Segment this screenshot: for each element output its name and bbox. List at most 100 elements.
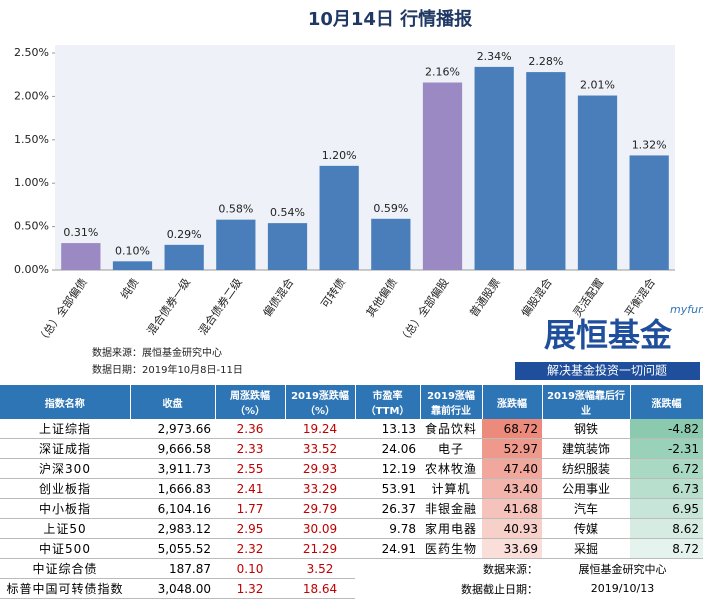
header-cell: 周涨跌幅（%）: [215, 385, 286, 419]
y-tick-label: 0.50%: [14, 220, 49, 233]
header-cell: 2019涨幅靠后行业: [542, 385, 631, 419]
bar: [629, 155, 669, 270]
table-cell: -4.82: [630, 419, 703, 439]
table-cell: 中证综合债: [0, 558, 130, 579]
table-cell: 采掘: [542, 538, 630, 559]
table-cell: 标普中国可转债指数: [0, 578, 130, 599]
table-cell: 24.91: [355, 538, 420, 559]
header-cell: 市盈率（TTM）: [355, 385, 421, 419]
table-cell: 电子: [420, 438, 482, 459]
table-cell: 2.41: [215, 478, 285, 499]
table-cell: 2.95: [215, 518, 285, 539]
table-cell: 33.52: [285, 438, 355, 459]
table-cell: 13.13: [355, 419, 420, 439]
table-cell: 2.36: [215, 419, 285, 439]
header-cell: 收盘: [130, 385, 216, 419]
logo-slogan: 解决基金投资一切问题: [547, 363, 667, 378]
table-cell: 2.33: [215, 438, 285, 459]
x-tick-label: 可转债: [318, 275, 348, 310]
table-cell: 2.32: [215, 538, 285, 559]
table-row: 标普中国可转债指数 3,048.00 1.32 18.64 数据截止日期： 2019/10…: [0, 578, 703, 599]
table-cell: 1.77: [215, 498, 285, 519]
table-cell: 29.79: [285, 498, 355, 519]
x-tick-label: 灵活配置: [571, 276, 607, 319]
table-cell: 8.72: [630, 538, 703, 559]
header-cell: 涨跌幅: [630, 385, 703, 419]
spacer: [355, 559, 420, 579]
table-cell: 家用电器: [420, 518, 482, 539]
header-cell: 涨跌幅: [482, 385, 543, 419]
table-cell: 钢铁: [542, 419, 630, 439]
table-cell: 2.55: [215, 458, 285, 479]
footer-value: 2019/10/13: [590, 582, 655, 595]
bar: [216, 219, 256, 270]
table-cell: 18.64: [285, 578, 355, 599]
data-label: 0.31%: [63, 226, 98, 239]
y-tick-label: 2.50%: [14, 46, 49, 59]
logo-band: [515, 362, 700, 380]
table-cell: 29.93: [285, 458, 355, 479]
date-note: 数据日期：2019年10月8日-11日: [92, 363, 243, 376]
table-cell: 30.09: [285, 518, 355, 539]
logo-name: 展恒基金: [544, 316, 673, 354]
table-row: 上证50 2,983.12 2.95 30.09 9.78 家用电器 40.93 传媒 8.62: [0, 518, 703, 539]
data-label: 0.59%: [373, 202, 408, 215]
bar: [577, 95, 618, 270]
y-tick-label: 1.50%: [14, 133, 49, 146]
table-cell: 33.69: [482, 538, 542, 559]
table-cell: 19.24: [285, 419, 355, 439]
table-cell: 9,666.58: [130, 438, 215, 459]
y-tick-label: 2.00%: [14, 89, 49, 102]
bar: [371, 218, 411, 270]
table-cell: 68.72: [482, 419, 542, 439]
bar: [112, 261, 153, 270]
table-cell: 6,104.16: [130, 498, 215, 519]
table-cell: 沪深300: [0, 458, 130, 479]
x-tick-label: 平衡混合: [621, 275, 658, 319]
table-row: 中证综合债 187.87 0.10 3.52 数据来源： 展恒基金研究中心: [0, 558, 703, 579]
table-cell: 6.72: [630, 458, 703, 479]
table-cell: 医药生物: [420, 538, 482, 559]
table-row: 创业板指 1,666.83 2.41 33.29 53.91 计算机 43.40 公用事业 6.…: [0, 478, 703, 499]
table-cell: 非银金融: [420, 498, 482, 519]
y-tick-label: 1.00%: [14, 176, 49, 189]
table-cell: 43.40: [482, 478, 542, 499]
data-label: 0.54%: [270, 206, 305, 219]
data-label: 2.01%: [580, 79, 615, 92]
table-cell: 上证综指: [0, 419, 130, 439]
footer-value: 展恒基金研究中心: [578, 562, 667, 576]
header-cell: 2019涨跌幅（%）: [285, 385, 356, 419]
index-table: 指数名称 收盘 周涨跌幅（%） 2019涨跌幅（%） 市盈率（TTM） 2019涨幅靠前行…: [0, 385, 703, 599]
table-cell: 1.32: [215, 578, 285, 599]
table-cell: 0.10: [215, 558, 285, 579]
table-cell: 纺织服装: [542, 458, 630, 479]
table-cell: 24.06: [355, 438, 420, 459]
table-cell: 3,911.73: [130, 458, 215, 479]
bar: [319, 165, 359, 270]
table-cell: 33.29: [285, 478, 355, 499]
bar: [422, 82, 463, 271]
x-tick-label: 混合债券二级: [195, 275, 244, 337]
table-row: 上证综指 2,973.66 2.36 19.24 13.13 食品饮料 68.72 钢铁 -4.…: [0, 419, 703, 439]
bar: [164, 244, 204, 270]
y-tick-label: 0.00%: [14, 263, 49, 276]
table-cell: 计算机: [420, 478, 482, 499]
table-cell: 187.87: [130, 558, 215, 579]
bar: [526, 72, 566, 270]
table-cell: 52.97: [482, 438, 542, 459]
x-tick-label: 偏股混合: [518, 275, 555, 319]
table-cell: 53.91: [355, 478, 420, 499]
table-cell: 1,666.83: [130, 478, 215, 499]
spacer: [355, 579, 420, 599]
table-cell: 9.78: [355, 518, 420, 539]
bar: [61, 243, 101, 270]
table-cell: 26.37: [355, 498, 420, 519]
table-cell: 中证500: [0, 538, 130, 559]
table-cell: 6.73: [630, 478, 703, 499]
x-tick-label: 混合债券一级: [144, 275, 193, 337]
data-label: 1.20%: [322, 149, 357, 162]
header-cell: 指数名称: [0, 385, 131, 419]
x-tick-label: （总）全部偏债: [34, 275, 90, 346]
data-label: 1.32%: [632, 138, 667, 151]
x-tick-label: 其他偏债: [363, 275, 400, 319]
